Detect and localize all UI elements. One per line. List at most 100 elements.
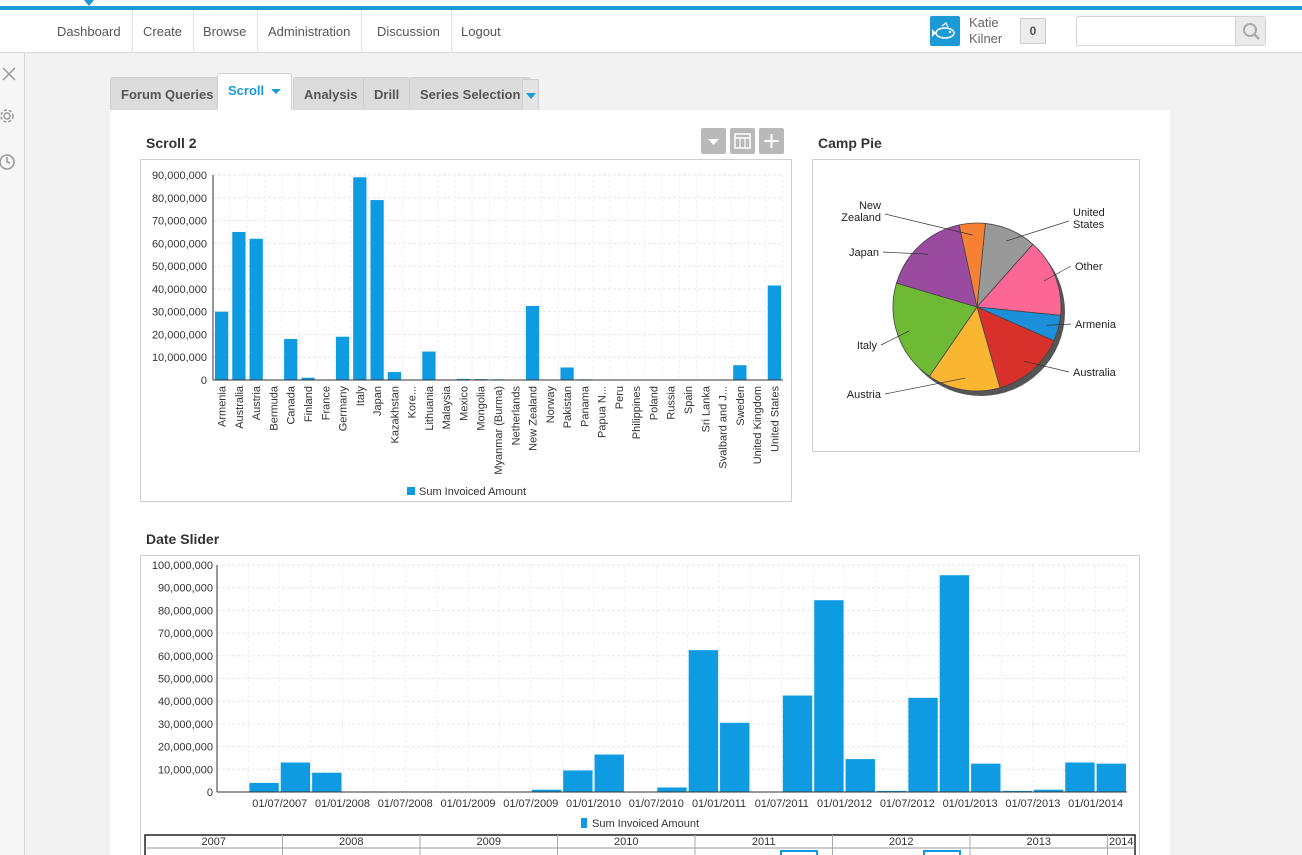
slice-label: Italy <box>857 340 878 352</box>
x-tick-label: United Kingdom <box>752 386 764 464</box>
bar <box>284 339 298 380</box>
bar <box>1096 763 1126 792</box>
user-name[interactable]: Katie Kilner <box>969 15 1002 47</box>
bar <box>1002 790 1032 792</box>
search-input[interactable] <box>1081 21 1231 41</box>
gear-icon[interactable] <box>0 105 22 127</box>
pie-slice <box>895 224 978 308</box>
x-tick-label: 01/07/2013 <box>1005 798 1060 810</box>
slider-year-label: 2009 <box>477 836 501 848</box>
y-tick-label: 20,000,000 <box>152 329 207 341</box>
leader-line <box>1043 265 1072 282</box>
y-tick-label: 70,000,000 <box>152 216 207 228</box>
nav-administration[interactable]: Administration <box>257 10 363 53</box>
x-tick-label: Kore... <box>407 386 419 418</box>
x-tick-label: Myanmar (Burma) <box>493 386 505 475</box>
pie-slice <box>976 306 1055 389</box>
close-icon[interactable] <box>0 63 22 85</box>
x-tick-label: 01/01/2013 <box>943 798 998 810</box>
x-tick-label: Philippines <box>631 386 643 440</box>
x-tick-label: Italy <box>355 386 367 407</box>
bar <box>312 772 342 792</box>
nav-discussion[interactable]: Discussion <box>366 10 452 53</box>
slider-year-label: 2012 <box>889 836 913 848</box>
legend-label: Sum Invoiced Amount <box>419 486 526 498</box>
leader-line <box>884 213 973 236</box>
chevron-down-icon <box>708 139 719 145</box>
slice-label: Other <box>1075 261 1103 273</box>
slice-label: Austria <box>847 389 882 401</box>
fish-icon <box>932 22 955 39</box>
x-tick-label: 01/01/2011 <box>692 798 746 810</box>
x-tick-label: Australia <box>234 385 246 429</box>
tab-more-button[interactable] <box>522 79 539 110</box>
scroll-chart-box: 0 10,000,000 20,000,000 30,000,000 40,000,00… <box>140 159 792 502</box>
notification-badge[interactable]: 0 <box>1020 18 1046 44</box>
x-tick-label: Spain <box>683 386 695 414</box>
slider-year-label: 2010 <box>614 836 638 848</box>
search-button[interactable] <box>1235 17 1265 45</box>
widget-table-button[interactable] <box>730 128 755 154</box>
bar <box>249 238 263 380</box>
scroll-bar-chart[interactable]: 0 10,000,000 20,000,000 30,000,000 40,000,00… <box>141 160 791 501</box>
avatar[interactable] <box>930 16 960 46</box>
legend-swatch <box>581 818 587 828</box>
nav-logout[interactable]: Logout <box>461 24 501 39</box>
bar <box>353 177 367 380</box>
x-tick-label: United States <box>769 386 781 453</box>
y-tick-label: 100,000,000 <box>152 560 213 572</box>
tab-forum-queries[interactable]: Forum Queries <box>110 77 225 110</box>
bar <box>301 377 315 380</box>
slider-year-label: 2008 <box>339 836 363 848</box>
bar <box>335 336 350 380</box>
x-tick-label: Sweden <box>735 386 747 426</box>
slice-label: Japan <box>849 247 879 259</box>
bar <box>908 697 938 792</box>
y-tick-label: 60,000,000 <box>152 238 207 250</box>
x-tick-label: Lithuania <box>424 385 436 431</box>
y-tick-label: 80,000,000 <box>158 605 213 617</box>
x-tick-label: Norway <box>545 386 557 424</box>
x-tick-label: Pakistan <box>562 386 574 428</box>
tab-scroll[interactable]: Scroll <box>217 73 292 111</box>
widget-title-pie: Camp Pie <box>818 135 882 151</box>
slice-label-line2: States <box>1073 219 1105 231</box>
x-tick-label: Kazakhstan <box>389 386 401 443</box>
nav-create[interactable]: Create <box>132 10 195 53</box>
leader-line <box>882 251 929 255</box>
x-tick-label: Netherlands <box>510 386 522 446</box>
x-tick-label: Mongolia <box>476 385 488 431</box>
bar <box>531 789 562 792</box>
x-tick-label: Russia <box>666 385 678 420</box>
y-tick-label: 10,000,000 <box>158 764 213 776</box>
y-tick-label: 30,000,000 <box>152 307 207 319</box>
widget-add-button[interactable] <box>759 128 784 154</box>
y-tick-label: 70,000,000 <box>158 628 213 640</box>
y-tick-label: 0 <box>207 787 213 799</box>
search-box[interactable] <box>1076 16 1266 46</box>
nav-dashboard[interactable]: Dashboard <box>46 10 133 53</box>
leader-line <box>1005 220 1070 242</box>
slice-label-line1: New <box>859 200 881 212</box>
widget-dropdown-button[interactable] <box>701 128 726 154</box>
tab-scroll-label: Scroll <box>228 83 265 98</box>
active-notch <box>84 0 94 6</box>
tab-series-selection[interactable]: Series Selection <box>409 77 532 110</box>
tab-drill[interactable]: Drill <box>363 77 411 110</box>
date-chart-box: 0 10,000,000 20,000,000 30,000,000 40,000,00… <box>140 555 1140 855</box>
nav-browse[interactable]: Browse <box>192 10 259 53</box>
clock-icon[interactable] <box>0 151 22 173</box>
x-tick-label: Bermuda <box>268 385 280 431</box>
date-bar-chart[interactable]: 0 10,000,000 20,000,000 30,000,000 40,000,00… <box>141 556 1139 855</box>
sidebar <box>0 53 25 855</box>
slider-year-label: 2014 <box>1109 836 1133 848</box>
bar <box>720 722 750 792</box>
y-tick-label: 80,000,000 <box>152 193 207 205</box>
tab-analysis[interactable]: Analysis <box>293 77 369 110</box>
chevron-down-icon[interactable] <box>270 87 281 95</box>
x-tick-label: 01/07/2011 <box>755 798 809 810</box>
legend-label: Sum Invoiced Amount <box>592 818 699 830</box>
bar <box>845 759 875 792</box>
bar <box>733 365 747 380</box>
